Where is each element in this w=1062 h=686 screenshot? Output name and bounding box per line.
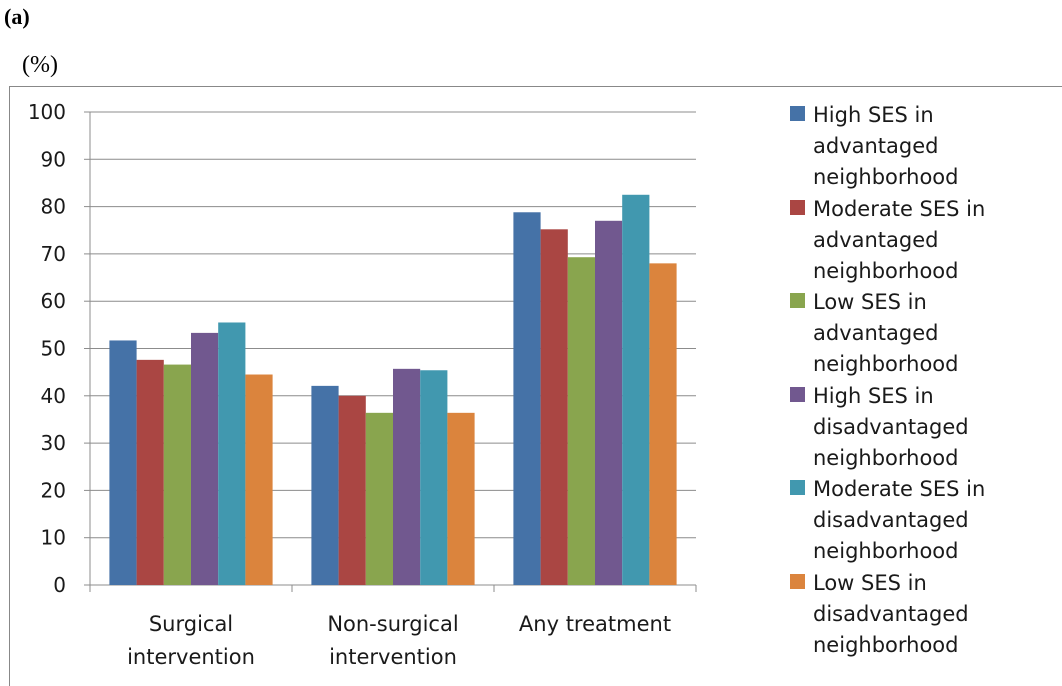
legend-swatch bbox=[790, 386, 805, 402]
bar bbox=[365, 412, 393, 585]
legend-label: High SES in advantaged neighborhood bbox=[813, 103, 959, 189]
legend-item: High SES in advantaged neighborhood bbox=[790, 100, 1062, 194]
y-unit-label: (%) bbox=[22, 52, 58, 78]
legend-label: Moderate SES in advantaged neighborhood bbox=[813, 196, 986, 283]
legend-item: Low SES in disadvantaged neighborhood bbox=[790, 568, 1062, 662]
bar bbox=[567, 257, 595, 585]
bar bbox=[622, 194, 650, 585]
legend: High SES in advantaged neighborhood Mode… bbox=[790, 100, 1062, 662]
bar bbox=[136, 359, 164, 585]
y-tick-label: 80 bbox=[41, 195, 66, 219]
x-category-label: intervention bbox=[329, 645, 457, 669]
bar bbox=[191, 332, 219, 585]
bar bbox=[447, 412, 475, 585]
bar bbox=[109, 340, 137, 585]
bar bbox=[420, 370, 448, 585]
bar bbox=[540, 229, 568, 585]
y-tick-label: 50 bbox=[41, 337, 66, 361]
legend-label: High SES in disadvantaged neighborhood bbox=[813, 383, 969, 470]
legend-swatch bbox=[790, 106, 805, 121]
bar bbox=[393, 368, 421, 585]
x-category-label: Non-surgical bbox=[327, 612, 458, 636]
bar bbox=[218, 322, 246, 585]
legend-item: Moderate SES in advantaged neighborhood bbox=[790, 194, 1062, 288]
x-category-label: Any treatment bbox=[519, 612, 671, 636]
legend-item: Moderate SES in disadvantaged neighborho… bbox=[790, 474, 1062, 568]
bar bbox=[513, 212, 541, 585]
legend-swatch bbox=[790, 573, 805, 589]
y-tick-label: 60 bbox=[41, 289, 66, 313]
legend-item: High SES in disadvantaged neighborhood bbox=[790, 381, 1062, 475]
legend-label: Low SES in advantaged neighborhood bbox=[813, 290, 959, 377]
bar bbox=[649, 263, 677, 585]
y-tick-label: 40 bbox=[41, 384, 66, 408]
y-tick-label: 70 bbox=[41, 242, 66, 266]
bar bbox=[338, 395, 366, 585]
bar bbox=[163, 364, 191, 585]
y-tick-label: 90 bbox=[41, 147, 66, 171]
legend-label: Low SES in disadvantaged neighborhood bbox=[813, 570, 969, 657]
chart-frame bbox=[9, 86, 1062, 686]
legend-swatch bbox=[790, 199, 805, 215]
bar bbox=[595, 220, 623, 586]
bar bbox=[311, 385, 339, 585]
bar bbox=[245, 374, 273, 585]
panel-label: (a) bbox=[4, 4, 30, 29]
x-category-label: intervention bbox=[127, 645, 255, 669]
y-tick-label: 100 bbox=[28, 100, 66, 124]
y-tick-label: 30 bbox=[41, 431, 66, 455]
legend-label: Moderate SES in disadvantaged neighborho… bbox=[813, 477, 986, 564]
y-tick-label: 0 bbox=[53, 573, 66, 597]
legend-swatch bbox=[790, 480, 805, 496]
y-tick-label: 20 bbox=[41, 478, 66, 502]
legend-item: Low SES in advantaged neighborhood bbox=[790, 287, 1062, 381]
y-tick-label: 10 bbox=[41, 526, 66, 550]
x-category-label: Surgical bbox=[149, 612, 233, 636]
legend-swatch bbox=[790, 293, 805, 309]
